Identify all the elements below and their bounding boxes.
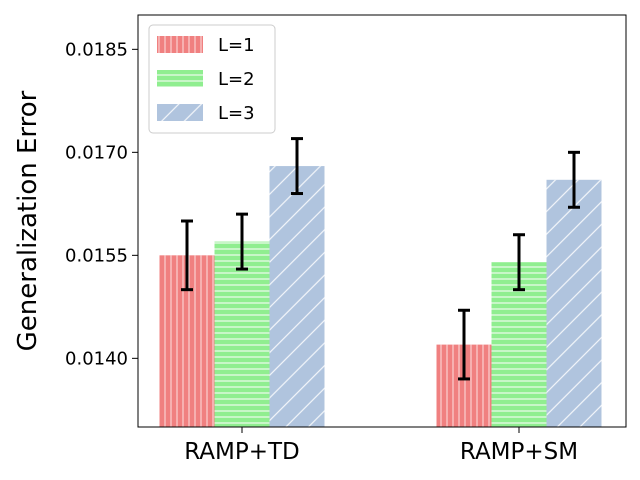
legend: L=1 L=2 L=3 xyxy=(148,24,276,134)
legend-swatch-hatch xyxy=(157,104,203,121)
bar-L=2-RAMP+SM xyxy=(491,262,547,427)
y-tick-label: 0.0185 xyxy=(65,39,128,60)
y-tick-label: 0.0155 xyxy=(65,245,128,266)
bar-L=3-RAMP+TD xyxy=(269,166,325,428)
legend-label: L=1 xyxy=(218,35,255,56)
legend-swatch-hatch xyxy=(157,36,203,53)
bar-L=2-RAMP+TD xyxy=(214,241,270,427)
y-tick-label: 0.0140 xyxy=(65,348,128,369)
bar-L=3-RAMP+SM xyxy=(546,179,602,427)
x-tick-label: RAMP+SM xyxy=(460,439,578,465)
x-tick-label: RAMP+TD xyxy=(184,439,300,465)
bar-hatch xyxy=(214,241,270,427)
legend-label: L=3 xyxy=(218,103,255,124)
bar-hatch xyxy=(269,166,325,428)
bar-hatch xyxy=(546,179,602,427)
plot-frame xyxy=(137,14,627,428)
y-axis-title: Generalization Error xyxy=(13,90,43,351)
legend-label: L=2 xyxy=(218,69,255,90)
bar-L=1-RAMP+SM xyxy=(436,344,492,427)
y-tick-label: 0.0170 xyxy=(65,142,128,163)
legend-swatch-hatch xyxy=(157,70,203,87)
